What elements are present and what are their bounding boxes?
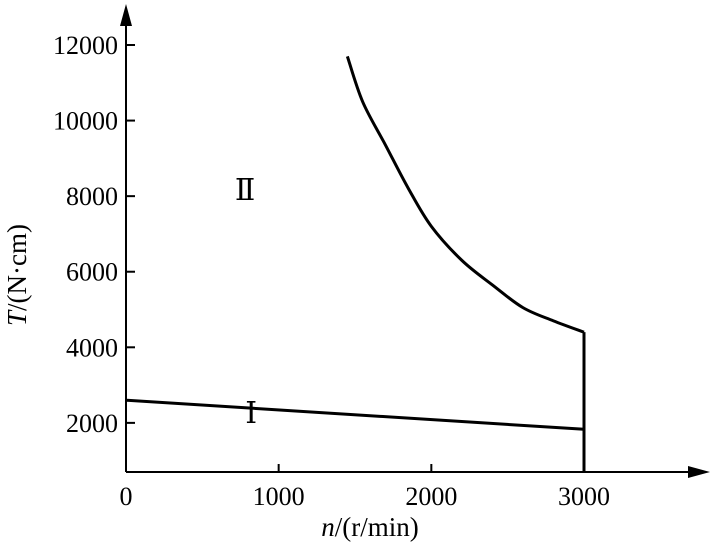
series-line-2 bbox=[345, 55, 585, 334]
x-axis-label-symbol: n bbox=[321, 512, 335, 542]
region-label-2: Ⅱ bbox=[235, 174, 255, 207]
y-axis-label-unit: /(N·cm) bbox=[2, 224, 32, 311]
y-tick-label: 10000 bbox=[53, 107, 118, 136]
x-tick-label: 0 bbox=[120, 482, 133, 511]
y-tick-label: 4000 bbox=[66, 333, 118, 362]
y-axis-label-symbol: T bbox=[2, 309, 32, 326]
region-label-1: Ⅰ bbox=[245, 397, 257, 430]
x-axis-arrow bbox=[688, 466, 710, 478]
y-tick-label: 8000 bbox=[66, 182, 118, 211]
x-axis-label-unit: /(r/min) bbox=[335, 512, 419, 542]
annotations: ⅠⅡ bbox=[235, 174, 257, 430]
x-tick-label: 3000 bbox=[558, 482, 610, 511]
y-axis-label: T/(N·cm) bbox=[2, 224, 32, 326]
x-tick-label: 2000 bbox=[405, 482, 457, 511]
ticks: 0 1000 2000 3000 2000 4000 6000 8000 10000 12000 bbox=[53, 31, 610, 511]
y-tick-label: 2000 bbox=[66, 409, 118, 438]
y-tick-label: 12000 bbox=[53, 31, 118, 60]
x-tick-label: 1000 bbox=[253, 482, 305, 511]
y-axis-arrow bbox=[120, 4, 132, 26]
y-tick-label: 6000 bbox=[66, 258, 118, 287]
x-axis-label: n/(r/min) bbox=[321, 512, 418, 542]
axes bbox=[120, 4, 710, 478]
series-line-1 bbox=[125, 398, 585, 431]
series bbox=[125, 55, 586, 472]
